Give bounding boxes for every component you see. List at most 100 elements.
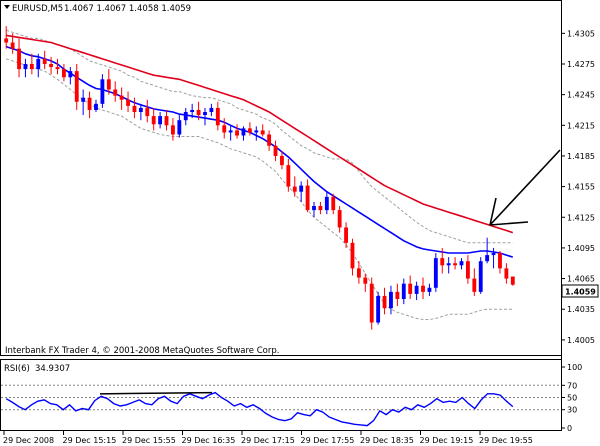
candle [312, 201, 316, 218]
candle-body [363, 277, 368, 284]
candle [337, 206, 342, 233]
candle-body [74, 71, 79, 102]
candle-body [29, 63, 34, 70]
candle-body [273, 145, 278, 156]
price-tick-label: 1.4125 [567, 213, 595, 222]
candle [235, 124, 239, 139]
rsi-trendline [99, 391, 213, 395]
candle-body [55, 67, 60, 70]
candle-body [498, 253, 502, 269]
arrow-annotation [489, 149, 561, 226]
candle-body [235, 130, 239, 136]
candle [446, 257, 451, 274]
candle [369, 277, 374, 330]
time-axis: 29 Dec 2008 29 Dec 15:15 29 Dec 15:55 29 De… [3, 431, 533, 445]
candle [55, 58, 60, 75]
candle-body [132, 105, 137, 113]
candle-body [68, 71, 73, 78]
candle-body [145, 107, 150, 117]
candle [395, 283, 400, 307]
candle-body [286, 165, 291, 187]
rsi-tick-label: 0 [567, 424, 572, 433]
candle [401, 278, 406, 305]
candle-body [164, 116, 169, 126]
candle-body [87, 97, 92, 110]
candle-body [376, 295, 381, 323]
candle [433, 253, 438, 292]
rsi-line [5, 391, 514, 427]
candle-body [138, 107, 143, 113]
candle [324, 191, 329, 215]
candle-body [100, 79, 105, 104]
candle [344, 222, 348, 248]
price-tick-label: 1.4005 [567, 336, 595, 345]
candle [498, 250, 502, 274]
candle [241, 126, 246, 141]
candle-body [299, 185, 304, 192]
candle [267, 130, 272, 151]
candle [485, 237, 490, 264]
candle [228, 125, 233, 141]
chart-header: EURUSD,M5 1.4067 1.4067 1.4058 1.4059 [4, 4, 191, 14]
copyright-label: Interbank FX Trader 4, © 2001-2008 MetaQ… [5, 346, 279, 356]
candle-body [4, 38, 9, 43]
candle [292, 176, 297, 197]
candle [510, 276, 515, 286]
candle [356, 261, 361, 284]
price-tick-label: 1.4155 [567, 183, 595, 192]
candle [331, 193, 336, 215]
candle-body [318, 206, 323, 211]
candle [49, 56, 54, 75]
time-tick-label: 29 Dec 19:55 [479, 436, 533, 445]
rsi-header: RSI(6) 34.9307 [4, 364, 70, 374]
time-tick-label: 29 Dec 17:15 [241, 436, 295, 445]
candle-body [113, 89, 118, 96]
candle [145, 99, 150, 123]
time-tick-label: 29 Dec 16:35 [182, 436, 236, 445]
candle [427, 283, 432, 296]
candle-body [36, 58, 41, 70]
price-tick-label: 1.4035 [567, 305, 595, 314]
candle [203, 107, 207, 126]
candle [190, 103, 195, 119]
ohlc-label: 1.4067 1.4067 1.4058 1.4059 [64, 4, 191, 14]
rsi-tick-label: 30 [567, 406, 577, 415]
candle [465, 255, 470, 284]
candle-body [209, 107, 214, 113]
candle-body [260, 130, 265, 135]
candle-body [485, 255, 490, 262]
rsi-tick-label: 70 [567, 381, 577, 390]
candle [164, 109, 169, 131]
candle-body [472, 278, 477, 292]
candle-body [427, 287, 432, 292]
candle-body [280, 155, 284, 166]
candle-body [215, 107, 220, 126]
candle-body [247, 128, 252, 133]
candle [171, 118, 175, 141]
candle [17, 38, 21, 78]
candle [100, 74, 105, 108]
candle [440, 247, 445, 274]
candle-body [10, 42, 15, 49]
rsi-panel[interactable] [0, 359, 562, 431]
price-tick-label: 1.4215 [567, 121, 595, 130]
price-tick-label: 1.4275 [567, 60, 595, 69]
candle-body [356, 268, 361, 278]
candle-body [465, 261, 470, 279]
candle [389, 285, 393, 315]
candle-body [17, 48, 21, 70]
candle [183, 107, 188, 126]
candle [94, 99, 98, 113]
symbol-label: EURUSD,M5 [12, 4, 63, 14]
candle-body [408, 283, 413, 294]
candle-body [203, 112, 207, 116]
candle [459, 258, 464, 270]
candle [74, 63, 79, 110]
time-tick-label: 29 Dec 19:15 [420, 436, 474, 445]
candle [491, 247, 496, 269]
candle-body [106, 79, 111, 90]
candlesticks[interactable] [4, 26, 515, 330]
candle [151, 107, 156, 131]
candle [472, 268, 477, 296]
